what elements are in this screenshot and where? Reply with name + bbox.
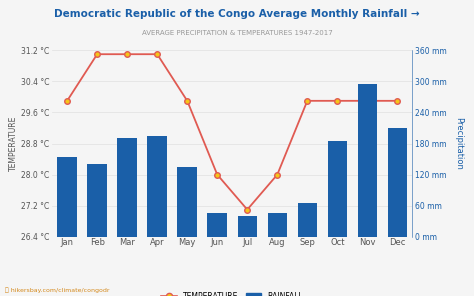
Y-axis label: TEMPERATURE: TEMPERATURE bbox=[9, 116, 18, 171]
Text: Democratic Republic of the Congo Average Monthly Rainfall →: Democratic Republic of the Congo Average… bbox=[54, 9, 420, 19]
Bar bbox=[267, 213, 287, 237]
Text: 📍 hikersbay.com/climate/congodr: 📍 hikersbay.com/climate/congodr bbox=[5, 287, 109, 293]
Bar bbox=[208, 213, 227, 237]
Bar bbox=[147, 136, 167, 237]
Bar bbox=[177, 167, 197, 237]
Bar bbox=[388, 128, 407, 237]
Bar bbox=[328, 141, 347, 237]
Bar bbox=[357, 84, 377, 237]
Bar bbox=[237, 216, 257, 237]
Bar bbox=[57, 157, 77, 237]
Text: AVERAGE PRECIPITATION & TEMPERATURES 1947-2017: AVERAGE PRECIPITATION & TEMPERATURES 194… bbox=[142, 30, 332, 36]
Bar bbox=[118, 138, 137, 237]
Bar bbox=[298, 203, 317, 237]
Legend: TEMPERATURE, RAINFALL: TEMPERATURE, RAINFALL bbox=[158, 289, 306, 296]
Bar bbox=[87, 164, 107, 237]
Y-axis label: Precipitation: Precipitation bbox=[455, 117, 464, 170]
